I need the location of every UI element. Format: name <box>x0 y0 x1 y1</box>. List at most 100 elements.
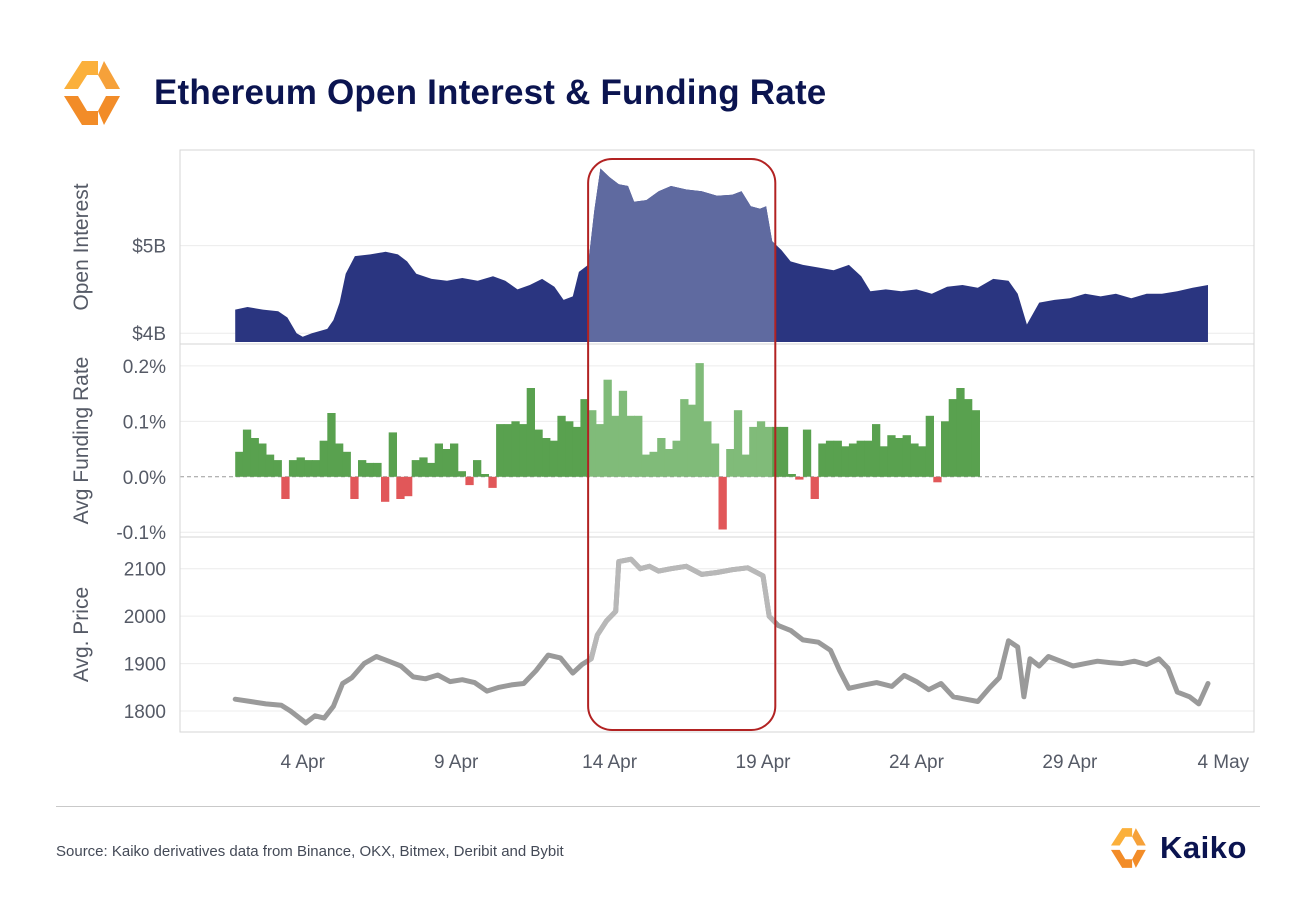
funding-bar <box>764 426 773 477</box>
source-note: Source: Kaiko derivatives data from Bina… <box>56 843 564 860</box>
y-axis-label: Avg. Price <box>70 587 93 682</box>
funding-bar <box>381 476 390 502</box>
funding-bar <box>235 451 244 477</box>
kaiko-logo-icon <box>64 61 120 125</box>
y-tick-label: $4B <box>132 324 166 345</box>
funding-bar <box>910 443 919 477</box>
funding-bar <box>572 426 582 477</box>
panel-open_interest <box>180 168 1254 342</box>
funding-bar <box>664 449 674 477</box>
funding-bar <box>925 415 934 477</box>
funding-bar <box>948 399 957 477</box>
funding-bar <box>772 426 781 477</box>
funding-bar <box>258 443 267 477</box>
funding-bar <box>718 476 727 530</box>
price-line-highlight <box>588 556 776 664</box>
panel-price <box>180 556 1254 726</box>
funding-bar <box>964 399 973 477</box>
funding-bar <box>396 476 405 499</box>
panel-funding_rate <box>180 363 1254 533</box>
funding-bar <box>879 446 888 477</box>
funding-bar <box>795 476 804 480</box>
funding-bar <box>634 415 643 477</box>
y-tick-label: 1800 <box>124 702 166 723</box>
funding-bar <box>941 421 950 477</box>
funding-bar <box>895 438 904 477</box>
highlight-box <box>587 158 777 731</box>
funding-bar <box>756 421 766 477</box>
funding-bar <box>672 440 681 477</box>
funding-bar <box>465 476 474 486</box>
funding-bar <box>848 443 858 477</box>
funding-bar <box>419 457 428 477</box>
funding-bar <box>265 454 275 477</box>
funding-bar <box>818 443 827 477</box>
funding-bar <box>457 471 466 477</box>
x-tick-label: 4 Apr <box>281 752 326 773</box>
funding-bar <box>741 454 750 477</box>
funding-bar <box>473 460 482 477</box>
funding-bar <box>825 440 835 477</box>
funding-bar <box>856 440 865 477</box>
funding-bar <box>404 476 413 497</box>
funding-bar <box>288 460 298 477</box>
funding-bar <box>342 451 351 477</box>
funding-bar <box>549 440 559 477</box>
x-tick-label: 14 Apr <box>582 752 638 773</box>
funding-bar <box>887 435 896 477</box>
y-tick-label: 0.2% <box>123 357 166 378</box>
funding-bar <box>680 399 689 477</box>
funding-bar <box>956 388 965 477</box>
funding-bar <box>726 449 735 477</box>
funding-bar <box>281 476 290 499</box>
funding-bar <box>526 388 535 477</box>
chart-area: $4B $5B Open Interest 0.2% 0.1% 0.0% -0.1% Avg … <box>70 149 1255 773</box>
funding-bar <box>311 460 321 477</box>
funding-bar <box>427 462 436 477</box>
funding-bar <box>641 454 651 477</box>
funding-bar <box>496 424 505 477</box>
y-tick-label: 0.1% <box>123 412 166 433</box>
funding-bar <box>250 438 259 477</box>
y-tick-label: $5B <box>132 237 166 258</box>
funding-bar <box>603 379 612 477</box>
funding-bar <box>933 476 942 483</box>
funding-bar <box>557 415 566 477</box>
funding-bar <box>703 421 712 477</box>
chart-title: Ethereum Open Interest & Funding Rate <box>154 73 827 112</box>
funding-bar <box>319 440 328 477</box>
funding-bar <box>296 457 305 477</box>
funding-bar <box>695 363 704 477</box>
funding-bar <box>787 474 796 477</box>
funding-bar <box>611 415 620 477</box>
x-tick-label: 4 May <box>1197 752 1249 773</box>
funding-bar <box>902 435 911 477</box>
funding-bar <box>649 451 658 477</box>
panel-frame <box>179 343 1255 538</box>
brand-name: Kaiko <box>1160 830 1247 865</box>
funding-bar <box>565 421 574 477</box>
funding-bar <box>273 460 282 477</box>
funding-bar <box>365 462 374 477</box>
funding-bar <box>749 426 758 477</box>
y-axis-label: Avg Funding Rate <box>70 357 93 525</box>
funding-bar <box>810 476 819 499</box>
funding-bar <box>488 476 497 488</box>
open-interest-area-highlight <box>588 168 776 342</box>
y-tick-label: 2000 <box>124 607 166 628</box>
funding-bar <box>434 443 443 477</box>
funding-bar <box>503 424 512 477</box>
funding-bar <box>242 429 252 477</box>
funding-bar <box>358 460 367 477</box>
funding-bar <box>580 399 589 477</box>
funding-bar <box>511 421 520 477</box>
header: Ethereum Open Interest & Funding Rate <box>56 58 826 128</box>
funding-bar <box>864 440 873 477</box>
kaiko-logo-small-icon <box>1110 828 1146 868</box>
funding-bar <box>618 390 628 477</box>
funding-bar <box>304 460 313 477</box>
funding-bar <box>388 432 397 477</box>
y-axis-label: Open Interest <box>70 183 93 310</box>
funding-bar <box>657 438 666 477</box>
funding-bar <box>841 446 850 477</box>
